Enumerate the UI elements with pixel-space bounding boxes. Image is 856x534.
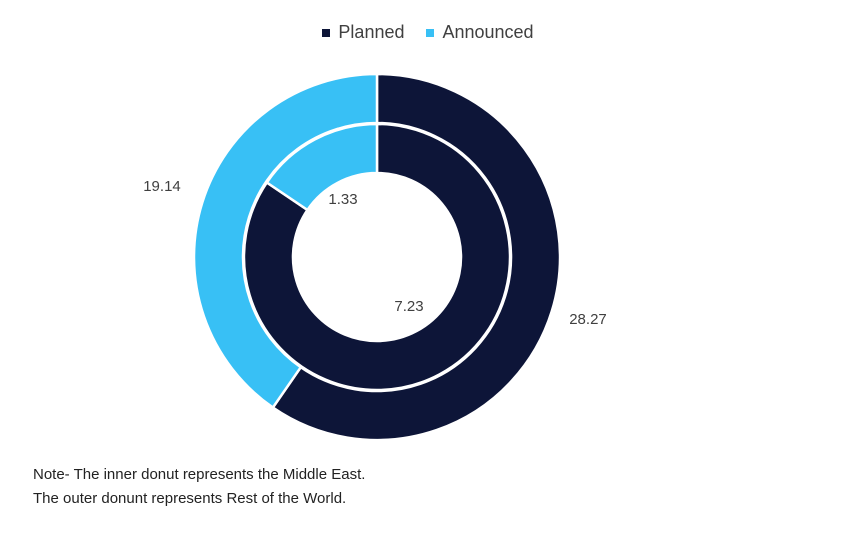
outer-label-planned: 28.27 xyxy=(569,311,607,328)
chart-note: Note- The inner donut represents the Mid… xyxy=(33,463,365,511)
legend-label-planned: Planned xyxy=(338,22,405,42)
legend-item-announced: Announced xyxy=(426,22,534,43)
legend-item-planned: Planned xyxy=(322,22,404,43)
legend-label-announced: Announced xyxy=(442,22,534,42)
legend-swatch-announced xyxy=(426,28,435,37)
inner-label-planned: 7.23 xyxy=(394,298,423,315)
legend-swatch-planned xyxy=(322,28,331,37)
outer-label-announced: 19.14 xyxy=(143,178,181,195)
inner-slice-planned xyxy=(242,122,512,392)
inner-donut-ring xyxy=(242,122,512,392)
inner-slice-announced xyxy=(265,122,379,212)
note-line-inner: Note- The inner donut represents the Mid… xyxy=(33,466,366,483)
note-line-outer: The outer donunt represents Rest of the … xyxy=(33,490,347,507)
chart-legend: Planned Announced xyxy=(0,22,856,43)
data-labels: 7.23 1.33 28.27 19.14 xyxy=(143,178,607,328)
inner-label-announced: 1.33 xyxy=(328,191,357,208)
